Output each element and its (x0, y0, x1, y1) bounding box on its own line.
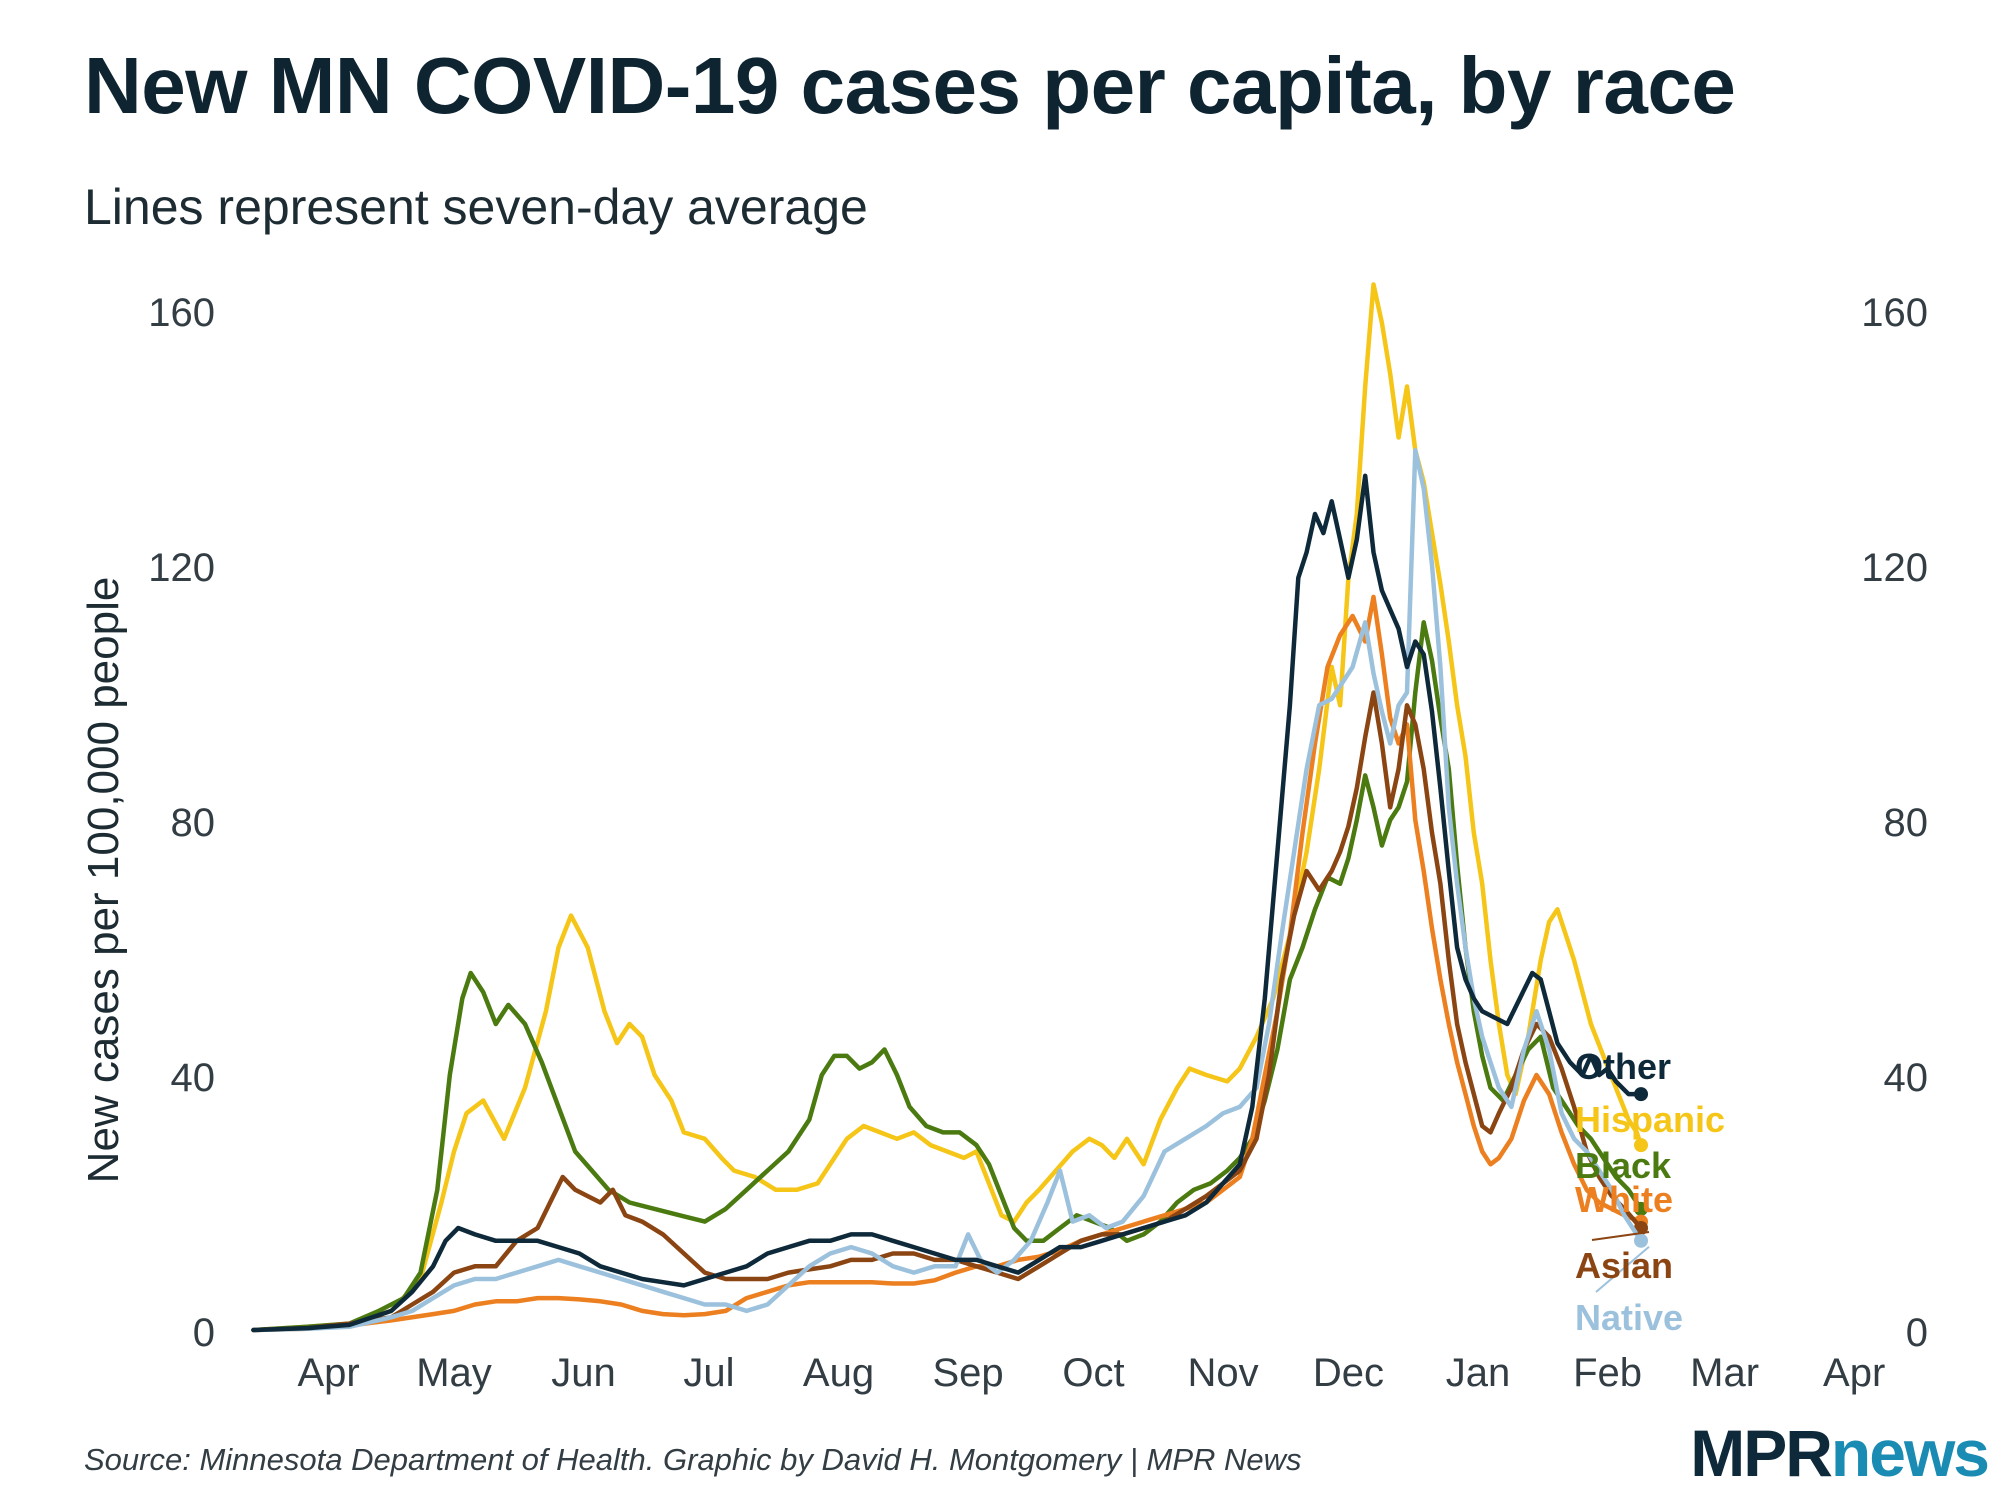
series-end-dot-native (1634, 1233, 1649, 1248)
y-tick-left-160: 160 (148, 291, 215, 335)
x-tick-0: Apr (297, 1351, 359, 1395)
end-label-other: Other (1575, 1046, 1671, 1087)
source-note: Source: Minnesota Department of Health. … (84, 1442, 1302, 1477)
end-label-white: White (1575, 1179, 1673, 1220)
y-tick-left-120: 120 (148, 546, 215, 590)
y-tick-right-120: 120 (1861, 546, 1928, 590)
y-tick-right-40: 40 (1884, 1056, 1929, 1100)
x-tick-1: May (416, 1351, 492, 1395)
x-tick-3: Jul (683, 1351, 734, 1395)
x-tick-2: Jun (551, 1351, 616, 1395)
end-label-native: Native (1575, 1297, 1683, 1338)
series-line-other (251, 473, 1644, 1333)
y-tick-right-80: 80 (1884, 801, 1929, 845)
x-tick-9: Jan (1446, 1351, 1511, 1395)
y-tick-right-0: 0 (1906, 1311, 1928, 1355)
end-label-asian: Asian (1575, 1245, 1673, 1286)
y-axis-label: New cases per 100,000 people (79, 577, 128, 1184)
x-tick-7: Nov (1187, 1351, 1258, 1395)
series-line-native (251, 448, 1644, 1333)
series-end-dot-hispanic (1634, 1138, 1649, 1153)
leader-line-asian (1591, 1231, 1650, 1241)
end-label-hispanic: Hispanic (1575, 1099, 1725, 1140)
x-tick-5: Sep (933, 1351, 1004, 1395)
y-axis-right: 0 40 80 120 160 (1861, 291, 1928, 1355)
y-tick-left-40: 40 (171, 1056, 216, 1100)
y-tick-left-0: 0 (193, 1311, 215, 1355)
x-tick-10: Feb (1573, 1351, 1642, 1395)
x-tick-8: Dec (1313, 1351, 1384, 1395)
y-tick-left-80: 80 (171, 801, 216, 845)
x-tick-4: Aug (803, 1351, 874, 1395)
x-tick-12: Apr (1823, 1351, 1885, 1395)
x-tick-6: Oct (1062, 1351, 1124, 1395)
series-end-dot-other (1634, 1087, 1649, 1102)
series-line-hispanic (251, 282, 1644, 1333)
series-end-dot-black (1634, 1201, 1649, 1216)
end-label-black: Black (1575, 1145, 1672, 1186)
leader-line-native (1595, 1245, 1650, 1293)
chart-title: New MN COVID-19 cases per capita, by rac… (84, 41, 1736, 130)
series-lines (251, 282, 1649, 1333)
x-axis: Apr May Jun Jul Aug Sep Oct Nov Dec Jan Feb Mar Apr (297, 1351, 1885, 1395)
chart-subtitle: Lines represent seven-day average (84, 179, 868, 235)
mpr-news-logo: MPRnews (1690, 1416, 1990, 1490)
y-axis-left: 0 40 80 120 160 (148, 291, 215, 1355)
y-tick-right-160: 160 (1861, 291, 1928, 335)
x-tick-11: Mar (1690, 1351, 1759, 1395)
